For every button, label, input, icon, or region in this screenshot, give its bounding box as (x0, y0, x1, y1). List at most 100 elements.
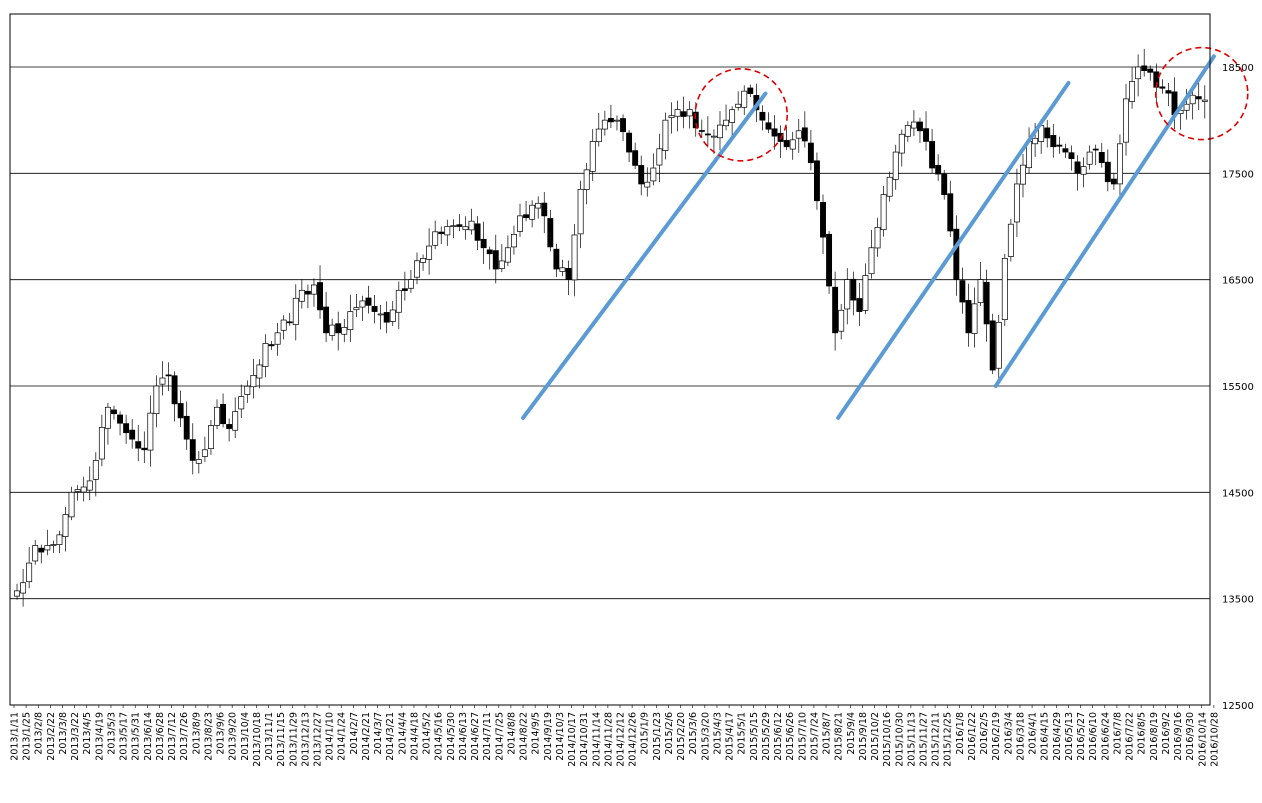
candle (208, 419, 214, 455)
candle (517, 203, 523, 237)
candle (862, 263, 869, 315)
candle (565, 260, 572, 296)
x-tick-label: 2015/12/11 (931, 712, 942, 767)
x-tick-label: 2016/5/13 (1064, 712, 1075, 761)
candle (426, 228, 433, 275)
candle (298, 279, 305, 309)
x-tick-label: 2013/11/1 (264, 712, 275, 761)
candle (238, 384, 245, 419)
x-tick-label: 2014/3/7 (373, 712, 384, 755)
candle (444, 219, 451, 246)
candle (359, 295, 366, 321)
candle (68, 486, 75, 521)
candle (662, 112, 669, 160)
candle (729, 106, 736, 137)
candle (856, 282, 863, 326)
candle (129, 419, 136, 449)
x-tick-label: 2013/4/19 (94, 712, 105, 761)
candle (1086, 145, 1093, 170)
y-tick-label: 13500 (1222, 595, 1254, 606)
candle (638, 155, 645, 196)
x-tick-label: 2014/5/30 (446, 712, 457, 761)
x-axis: 2013/1/11 2013/1/25 2013/2/8 2013/2/22 2013/… (10, 705, 1220, 767)
x-tick-label: 2014/2/21 (361, 712, 372, 761)
x-tick-label: 2015/10/2 (870, 712, 881, 761)
candle (801, 111, 808, 148)
x-tick-label: 2013/3/8 (58, 712, 69, 755)
x-tick-label: 2015/3/20 (700, 712, 711, 761)
candle (438, 226, 445, 245)
candle (389, 301, 396, 326)
candle (547, 210, 554, 252)
candle (583, 162, 590, 205)
x-tick-label: 2013/10/18 (252, 712, 263, 767)
candle (450, 219, 457, 238)
candle (995, 314, 1002, 382)
candle (735, 91, 742, 111)
highlight-circles (694, 46, 1249, 162)
trendlines (521, 54, 1216, 420)
candle (929, 128, 936, 174)
x-tick-label: 2016/6/24 (1100, 712, 1111, 761)
candle (1110, 173, 1117, 190)
candle (838, 303, 845, 340)
candle (723, 104, 730, 131)
candle (432, 220, 439, 250)
candle (177, 390, 184, 427)
candle (1141, 48, 1148, 77)
candle (44, 529, 51, 556)
x-tick-label: 2015/12/25 (943, 712, 954, 767)
x-tick-label: 2015/9/4 (846, 712, 857, 755)
candle (244, 380, 251, 403)
y-tick-label: 15500 (1222, 382, 1254, 393)
x-tick-label: 2016/10/28 (1209, 712, 1220, 767)
candle (262, 334, 269, 378)
candle (462, 216, 469, 240)
x-tick-label: 2014/6/27 (470, 712, 481, 761)
x-tick-label: 2016/5/27 (1076, 712, 1087, 761)
candle (826, 231, 833, 294)
x-tick-label: 2013/10/4 (240, 712, 251, 761)
candle (1201, 85, 1208, 119)
candle (456, 214, 463, 232)
x-tick-label: 2013/5/3 (106, 712, 117, 755)
x-tick-label: 2016/9/16 (1173, 712, 1184, 761)
x-tick-label: 2015/4/17 (725, 712, 736, 761)
candle (171, 371, 178, 422)
candle (765, 112, 772, 133)
candle (1123, 83, 1129, 156)
candle (165, 362, 172, 391)
candle (559, 259, 566, 277)
candle (468, 208, 475, 235)
candle (832, 271, 839, 351)
y-tick-label: 17500 (1222, 169, 1254, 180)
candle (1165, 82, 1172, 106)
candle (971, 287, 978, 348)
x-tick-label: 2013/2/8 (34, 712, 45, 755)
candle (710, 129, 717, 154)
x-tick-label: 2015/9/18 (858, 712, 869, 761)
x-tick-label: 2016/7/22 (1125, 712, 1136, 761)
candle (789, 131, 796, 160)
candles (14, 48, 1208, 607)
x-tick-label: 2013/2/22 (46, 712, 57, 761)
x-tick-label: 2013/12/27 (313, 712, 324, 767)
candle (111, 405, 117, 420)
candle (1135, 54, 1142, 97)
candle (1056, 136, 1063, 154)
candle (923, 111, 929, 151)
candle (38, 544, 45, 564)
candle (874, 217, 881, 257)
x-tick-label: 2013/5/17 (119, 712, 130, 761)
candle (1050, 123, 1057, 158)
x-tick-label: 2015/2/20 (676, 712, 687, 761)
x-tick-label: 2013/11/15 (276, 712, 287, 767)
x-tick-label: 2014/7/11 (482, 712, 493, 761)
candle (214, 399, 220, 429)
candle (1013, 168, 1020, 238)
candle (910, 110, 917, 137)
x-tick-label: 2016/4/29 (1052, 712, 1063, 761)
candle (965, 283, 972, 347)
x-tick-label: 2014/4/4 (397, 712, 408, 755)
